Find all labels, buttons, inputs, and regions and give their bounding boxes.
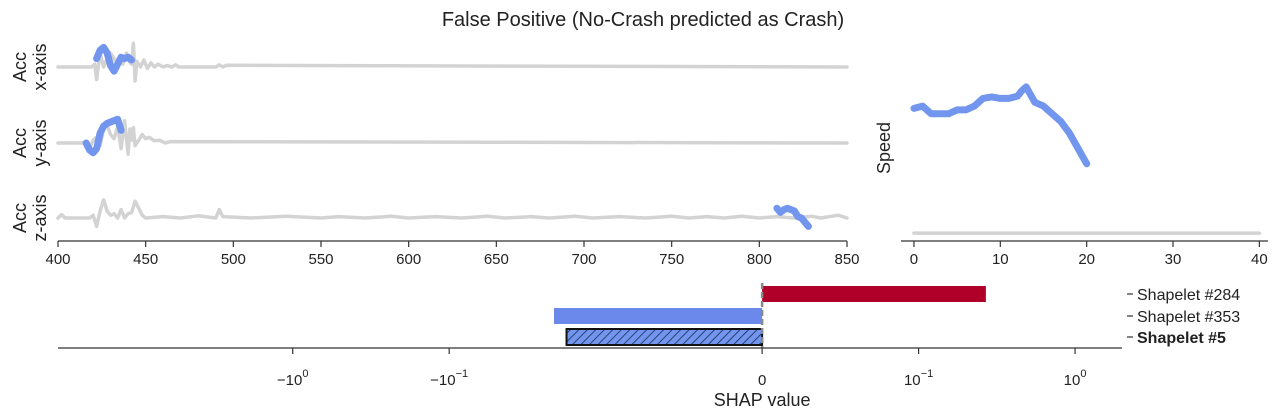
acc-z-ylabel-line1: Acc — [10, 203, 30, 233]
acc-x-ylabel-line2: x-axis — [30, 43, 50, 90]
shap-bar-3 — [565, 328, 764, 346]
panel-acc-y: Acc y-axis — [10, 115, 849, 167]
speed-x-tick-label: 30 — [1165, 251, 1182, 268]
shap-x-tick-label: −10−1 — [430, 368, 468, 389]
speed-shapelet-line — [910, 83, 1091, 168]
tick-exponent: −1 — [456, 368, 469, 380]
category-label: Shapelet #353 — [1137, 309, 1240, 326]
shap-x-tick-label: 100 — [1064, 368, 1087, 389]
tick-base: 10 — [904, 372, 921, 389]
acc-y-ylabel-line2: y-axis — [30, 119, 50, 166]
main-x-tick-label: 500 — [221, 251, 246, 268]
shap-x-label: SHAP value — [714, 390, 811, 410]
shap-bar-2 — [554, 308, 763, 324]
acc-y-shapelet-line — [82, 115, 125, 157]
speed-x-tick-label: 40 — [1251, 251, 1268, 268]
acc-z-ylabel-line2: z-axis — [30, 194, 50, 241]
tick-base: −10 — [277, 372, 302, 389]
chart-title: False Positive (No-Crash predicted as Cr… — [442, 9, 844, 31]
acc-z-shapelet-line — [773, 204, 812, 230]
acc-y-signal-line — [56, 118, 849, 156]
main-x-axis: 400 450 500 550 600 650 700 750 800 850 — [45, 240, 860, 268]
speed-ylabel: Speed — [874, 122, 894, 174]
acc-x-signal-line — [56, 41, 849, 83]
main-x-tick-label: 400 — [45, 251, 70, 268]
shap-x-tick-label: 0 — [758, 372, 766, 389]
main-x-tick-label: 750 — [659, 251, 684, 268]
panel-acc-x: Acc x-axis — [10, 41, 849, 91]
main-x-tick-label: 700 — [571, 251, 596, 268]
acc-y-ylabel-line1: Acc — [10, 128, 30, 158]
main-x-tick-label: 800 — [747, 251, 772, 268]
panel-acc-z: Acc z-axis — [10, 194, 849, 242]
speed-panel: Speed 0 10 20 30 40 — [874, 83, 1268, 268]
tick-base: −10 — [430, 372, 455, 389]
main-x-tick-label: 450 — [133, 251, 158, 268]
acc-x-ylabel-line1: Acc — [10, 52, 30, 82]
main-x-tick-label: 650 — [484, 251, 509, 268]
acc-x-shapelet-line — [93, 43, 136, 75]
category-label: Shapelet #5 — [1137, 330, 1226, 347]
category-label: Shapelet #284 — [1137, 287, 1240, 304]
tick-base: 0 — [758, 372, 766, 389]
acc-z-signal-line — [56, 198, 849, 229]
tick-base: 10 — [1064, 372, 1081, 389]
speed-x-tick-label: 0 — [910, 251, 918, 268]
shap-x-tick-label: 10−1 — [904, 368, 933, 389]
main-x-tick-label: 850 — [834, 251, 859, 268]
speed-x-tick-label: 10 — [992, 251, 1009, 268]
shap-bar-1 — [762, 286, 986, 302]
main-x-tick-label: 600 — [396, 251, 421, 268]
speed-x-tick-label: 20 — [1078, 251, 1095, 268]
shap-x-tick-label: −100 — [277, 368, 309, 389]
tick-exponent: 0 — [1080, 368, 1086, 380]
main-x-tick-label: 550 — [308, 251, 333, 268]
tick-exponent: 0 — [302, 368, 308, 380]
tick-exponent: −1 — [921, 368, 934, 380]
